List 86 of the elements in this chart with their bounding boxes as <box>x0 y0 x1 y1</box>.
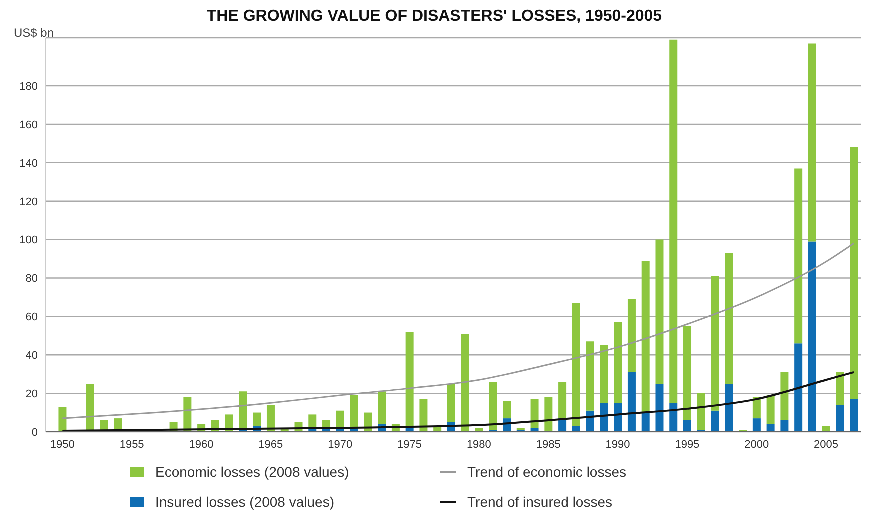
x-tick-label: 1995 <box>675 438 700 451</box>
legend-label: Trend of insured losses <box>468 494 612 510</box>
bar <box>711 410 720 432</box>
bar <box>86 384 94 432</box>
bar <box>253 412 262 426</box>
bar <box>489 382 498 430</box>
x-tick-label: 1950 <box>50 438 75 451</box>
bar <box>670 403 678 432</box>
bar <box>752 418 761 432</box>
bar <box>836 372 844 406</box>
bar <box>656 240 664 384</box>
y-tick-label: 160 <box>20 119 38 132</box>
bar <box>544 397 553 432</box>
bar <box>766 395 775 424</box>
bar <box>725 253 734 384</box>
bar <box>780 420 789 432</box>
bar <box>836 405 844 432</box>
x-tick-label: 1970 <box>328 438 353 451</box>
bar <box>420 399 428 432</box>
bar <box>461 334 470 432</box>
x-tick-label: 1955 <box>120 438 144 451</box>
bar <box>850 399 858 432</box>
bar <box>808 44 816 242</box>
bar <box>572 303 580 426</box>
bar <box>642 412 650 432</box>
legend-label: Insured losses (2008 values) <box>156 494 334 510</box>
bar <box>600 346 608 404</box>
x-tick-label: 1965 <box>258 438 284 451</box>
x-tick-label: 1975 <box>398 438 422 451</box>
y-tick-label: 80 <box>26 273 38 286</box>
y-tick-label: 100 <box>20 234 38 247</box>
bar <box>670 40 678 404</box>
x-tick-label: 1990 <box>606 438 630 451</box>
bar <box>406 332 414 426</box>
bar <box>684 420 692 432</box>
bar <box>378 392 386 424</box>
legend-label: Trend of economic losses <box>468 464 626 480</box>
y-tick-label: 120 <box>20 196 38 208</box>
y-tick-label: 140 <box>20 158 38 170</box>
bar <box>447 384 456 422</box>
bar <box>322 420 331 428</box>
chart-title: THE GROWING VALUE OF DISASTERS' LOSSES, 1950-2005 <box>206 8 664 26</box>
bar <box>684 326 692 420</box>
bar <box>530 399 539 428</box>
bar <box>614 403 622 432</box>
line-series <box>62 371 856 432</box>
bar <box>350 395 358 428</box>
bar <box>308 414 317 428</box>
bar <box>614 322 622 404</box>
bar <box>794 344 803 432</box>
bar <box>572 426 580 432</box>
bar <box>600 403 608 432</box>
bar <box>239 392 248 430</box>
bar <box>558 382 567 419</box>
x-tick-label: 1960 <box>189 438 214 451</box>
y-tick-label: 0 <box>32 426 38 439</box>
x-tick-label: 1985 <box>536 438 561 451</box>
y-tick-label: 60 <box>26 312 38 324</box>
bar <box>58 407 67 432</box>
bar <box>850 148 858 400</box>
bar <box>794 168 803 344</box>
bar <box>697 394 706 430</box>
bar <box>628 299 636 372</box>
y-tick-label: 20 <box>26 388 38 400</box>
bar <box>725 384 734 432</box>
bar <box>266 405 275 432</box>
x-tick-label: 2000 <box>744 438 770 451</box>
bar <box>530 428 539 432</box>
bar <box>586 342 594 411</box>
bar <box>766 424 775 432</box>
x-tick-label: 2005 <box>814 438 839 451</box>
bar <box>475 428 484 432</box>
bar <box>711 276 720 411</box>
y-axis-title: US$ bn <box>14 26 54 40</box>
line-series <box>62 242 855 420</box>
bar <box>642 260 650 413</box>
bar <box>808 242 816 432</box>
bar <box>822 426 830 432</box>
bar <box>628 372 636 432</box>
bar <box>656 384 664 432</box>
x-tick-label: 1980 <box>466 438 492 451</box>
y-tick-label: 40 <box>26 350 38 362</box>
bar <box>780 372 789 420</box>
bar <box>503 401 512 419</box>
y-tick-label: 180 <box>20 80 38 93</box>
legend-label: Economic losses (2008 values) <box>156 464 350 480</box>
